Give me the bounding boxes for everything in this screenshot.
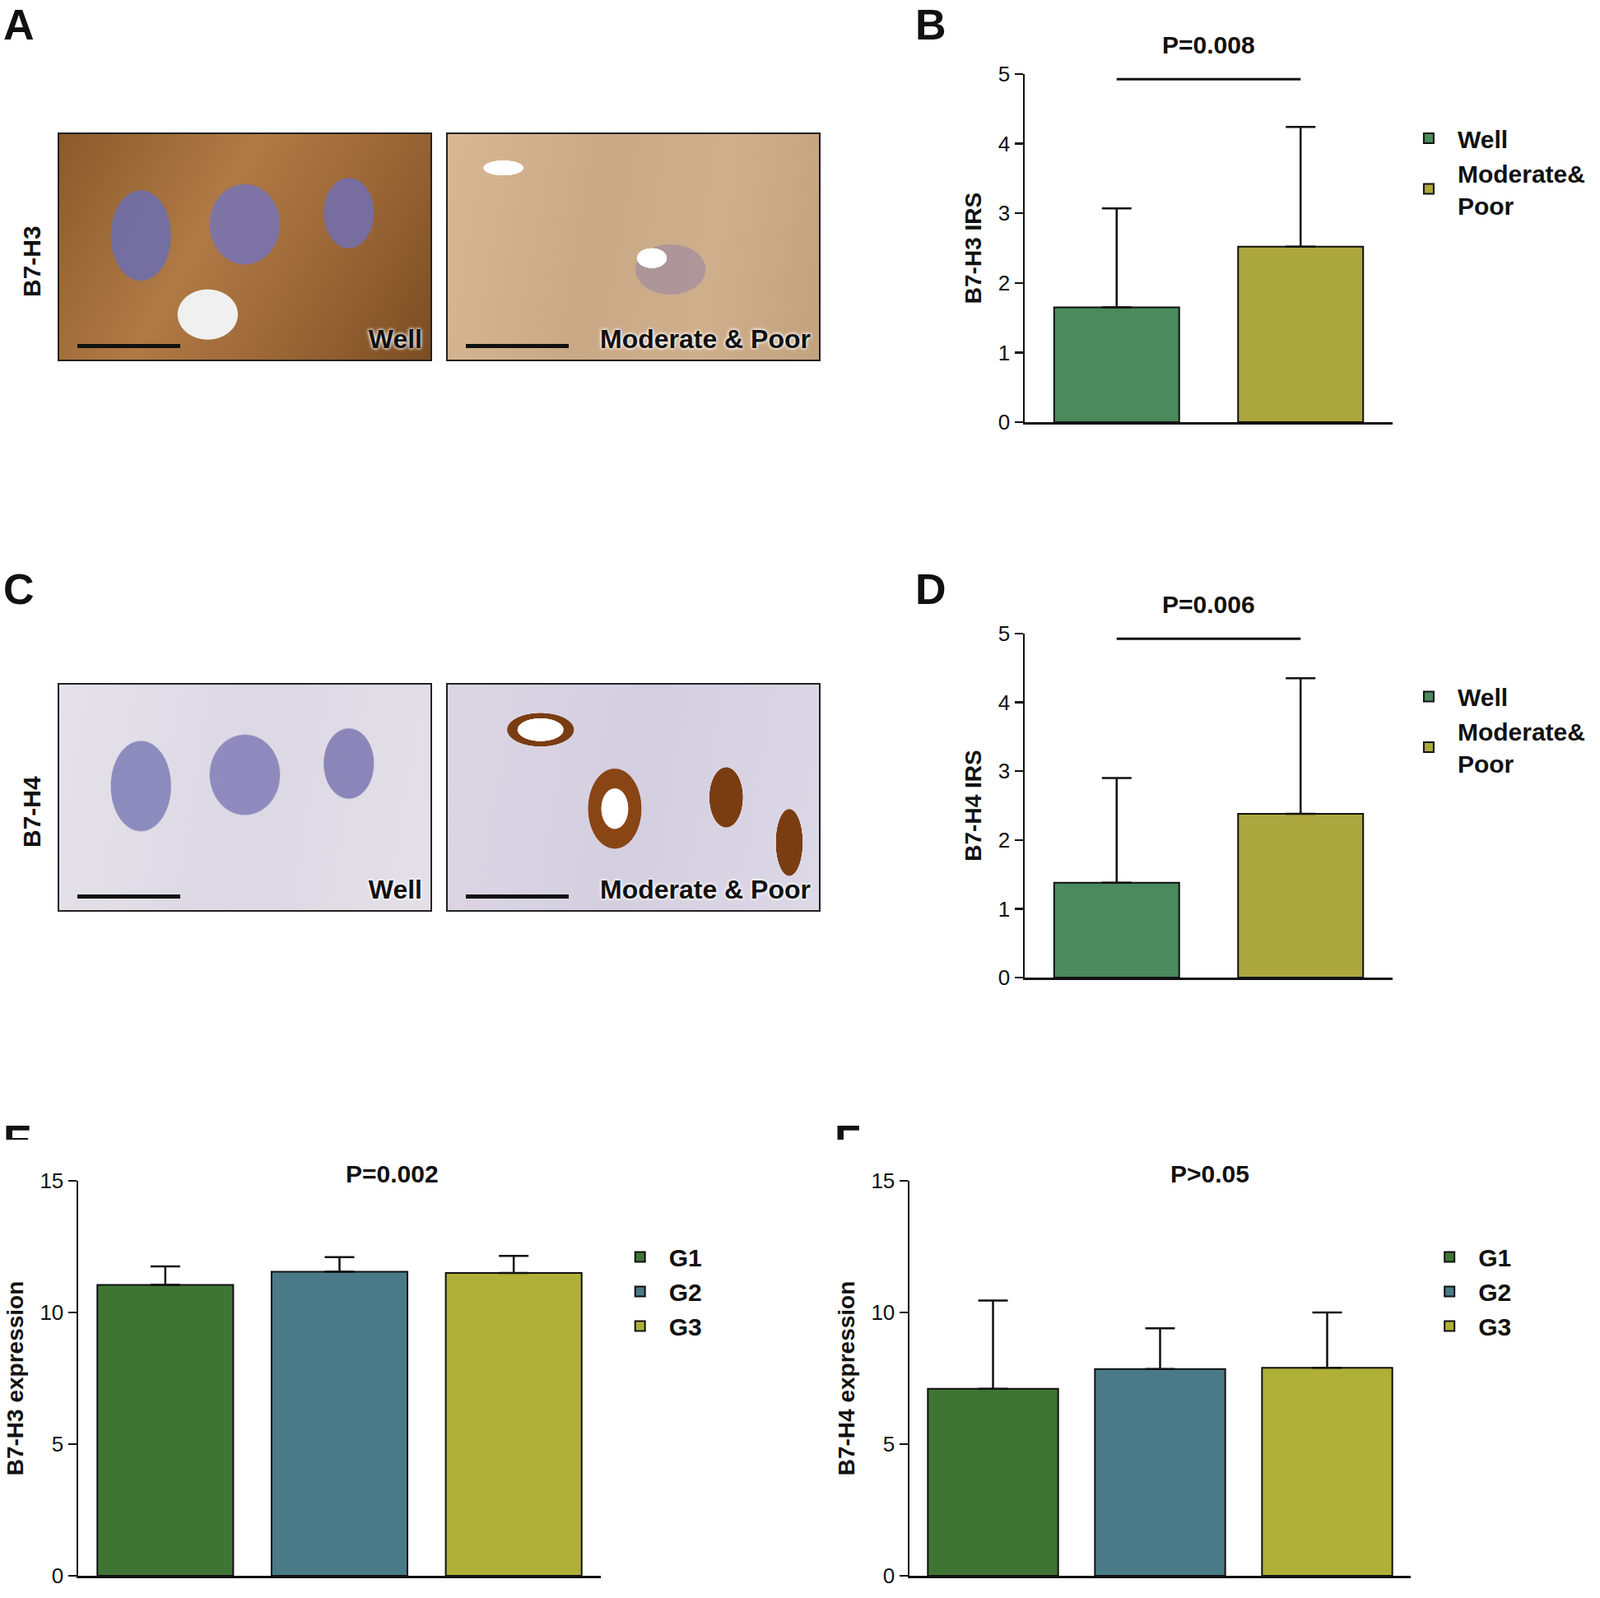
- svg-text:5: 5: [883, 1432, 895, 1457]
- svg-text:Well: Well: [1457, 683, 1508, 712]
- svg-text:Moderate&Poor: Moderate&Poor: [1457, 160, 1586, 220]
- svg-text:G1: G1: [669, 1244, 703, 1272]
- svg-text:1: 1: [998, 897, 1010, 922]
- svg-text:G3: G3: [1478, 1313, 1512, 1341]
- svg-text:B7-H4 IRS: B7-H4 IRS: [960, 749, 987, 861]
- svg-text:3: 3: [998, 758, 1010, 784]
- svg-text:10: 10: [870, 1300, 895, 1326]
- svg-text:P=0.006: P=0.006: [1162, 590, 1256, 619]
- svg-text:5: 5: [998, 61, 1010, 87]
- svg-text:B7-H4 expression: B7-H4 expression: [833, 1281, 860, 1477]
- svg-text:Moderate&Poor: Moderate&Poor: [1457, 718, 1586, 778]
- svg-text:G3: G3: [669, 1313, 703, 1341]
- html-text:D: D: [915, 565, 947, 614]
- svg-text:10: 10: [39, 1300, 64, 1326]
- svg-text:P>0.05: P>0.05: [1170, 1160, 1250, 1188]
- html-text:A: A: [3, 0, 35, 49]
- svg-text:P=0.008: P=0.008: [1162, 31, 1256, 59]
- svg-text:2: 2: [998, 827, 1010, 853]
- svg-text:Well: Well: [1457, 125, 1508, 154]
- svg-text:0: 0: [998, 409, 1010, 435]
- svg-text:G1: G1: [1478, 1244, 1512, 1272]
- svg-text:0: 0: [883, 1563, 895, 1589]
- svg-text:P=0.002: P=0.002: [345, 1160, 439, 1188]
- html-text:B7-H3: B7-H3: [18, 225, 46, 298]
- html-text:C: C: [3, 565, 35, 614]
- svg-text:2: 2: [998, 270, 1010, 296]
- svg-text:5: 5: [998, 621, 1010, 647]
- html-text:Moderate & Poor: Moderate & Poor: [600, 324, 811, 354]
- svg-text:15: 15: [39, 1168, 64, 1194]
- html-text:Well: Well: [368, 324, 423, 354]
- html-text:B: B: [915, 0, 947, 49]
- svg-text:3: 3: [998, 200, 1010, 226]
- svg-text:5: 5: [51, 1432, 64, 1457]
- html-text:Well: Well: [368, 874, 423, 905]
- html-text:E: E: [3, 1116, 32, 1165]
- svg-text:0: 0: [51, 1563, 64, 1589]
- svg-text:G2: G2: [1478, 1279, 1512, 1307]
- svg-text:G2: G2: [669, 1279, 703, 1307]
- html-text:Moderate & Poor: Moderate & Poor: [600, 874, 811, 905]
- svg-text:B7-H3 expression: B7-H3 expression: [2, 1281, 28, 1477]
- html-text:F: F: [834, 1116, 861, 1165]
- svg-text:1: 1: [998, 340, 1010, 366]
- svg-text:4: 4: [998, 690, 1010, 716]
- svg-text:B7-H3 IRS: B7-H3 IRS: [960, 192, 987, 304]
- svg-text:15: 15: [870, 1168, 895, 1194]
- svg-text:4: 4: [998, 131, 1010, 157]
- svg-text:0: 0: [998, 965, 1010, 991]
- html-text:B7-H4: B7-H4: [18, 776, 46, 848]
